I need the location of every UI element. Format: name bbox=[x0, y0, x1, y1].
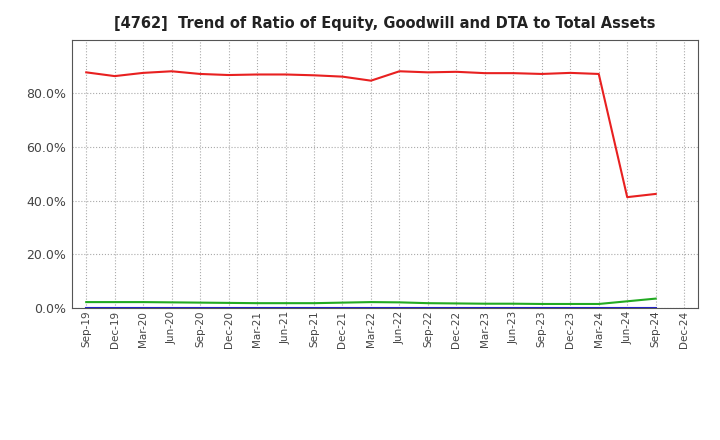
Goodwill bbox=[423, 305, 432, 311]
Goodwill bbox=[139, 305, 148, 311]
Equity bbox=[110, 73, 119, 79]
Goodwill bbox=[566, 305, 575, 311]
Equity bbox=[480, 70, 489, 76]
Deferred Tax Assets bbox=[338, 300, 347, 305]
Deferred Tax Assets bbox=[282, 301, 290, 306]
Equity bbox=[509, 70, 518, 76]
Deferred Tax Assets bbox=[310, 301, 318, 306]
Deferred Tax Assets bbox=[452, 301, 461, 306]
Goodwill bbox=[82, 305, 91, 311]
Goodwill bbox=[338, 305, 347, 311]
Deferred Tax Assets bbox=[652, 296, 660, 301]
Goodwill bbox=[537, 305, 546, 311]
Goodwill bbox=[480, 305, 489, 311]
Equity bbox=[566, 70, 575, 76]
Goodwill bbox=[395, 305, 404, 311]
Deferred Tax Assets bbox=[139, 300, 148, 305]
Equity bbox=[82, 70, 91, 75]
Deferred Tax Assets bbox=[566, 301, 575, 307]
Equity bbox=[310, 73, 318, 78]
Equity bbox=[423, 70, 432, 75]
Line: Deferred Tax Assets: Deferred Tax Assets bbox=[86, 299, 656, 304]
Equity bbox=[338, 74, 347, 79]
Deferred Tax Assets bbox=[167, 300, 176, 305]
Deferred Tax Assets bbox=[110, 300, 119, 305]
Title: [4762]  Trend of Ratio of Equity, Goodwill and DTA to Total Assets: [4762] Trend of Ratio of Equity, Goodwil… bbox=[114, 16, 656, 32]
Deferred Tax Assets bbox=[82, 300, 91, 305]
Deferred Tax Assets bbox=[423, 301, 432, 306]
Equity bbox=[652, 191, 660, 197]
Deferred Tax Assets bbox=[253, 301, 261, 306]
Goodwill bbox=[225, 305, 233, 311]
Equity bbox=[452, 69, 461, 74]
Deferred Tax Assets bbox=[225, 300, 233, 305]
Equity bbox=[196, 71, 204, 77]
Deferred Tax Assets bbox=[595, 301, 603, 307]
Goodwill bbox=[452, 305, 461, 311]
Deferred Tax Assets bbox=[623, 299, 631, 304]
Equity bbox=[139, 70, 148, 76]
Goodwill bbox=[366, 305, 375, 311]
Goodwill bbox=[652, 305, 660, 311]
Equity bbox=[366, 78, 375, 83]
Equity bbox=[623, 194, 631, 200]
Deferred Tax Assets bbox=[366, 300, 375, 305]
Goodwill bbox=[595, 305, 603, 311]
Deferred Tax Assets bbox=[509, 301, 518, 306]
Equity bbox=[282, 72, 290, 77]
Equity bbox=[253, 72, 261, 77]
Goodwill bbox=[253, 305, 261, 311]
Goodwill bbox=[310, 305, 318, 311]
Equity bbox=[167, 69, 176, 74]
Deferred Tax Assets bbox=[537, 301, 546, 307]
Goodwill bbox=[509, 305, 518, 311]
Goodwill bbox=[167, 305, 176, 311]
Equity bbox=[225, 73, 233, 78]
Equity bbox=[595, 71, 603, 77]
Deferred Tax Assets bbox=[395, 300, 404, 305]
Goodwill bbox=[623, 305, 631, 311]
Line: Equity: Equity bbox=[86, 71, 656, 197]
Goodwill bbox=[110, 305, 119, 311]
Deferred Tax Assets bbox=[196, 300, 204, 305]
Deferred Tax Assets bbox=[480, 301, 489, 306]
Goodwill bbox=[196, 305, 204, 311]
Equity bbox=[537, 71, 546, 77]
Goodwill bbox=[282, 305, 290, 311]
Equity bbox=[395, 69, 404, 74]
